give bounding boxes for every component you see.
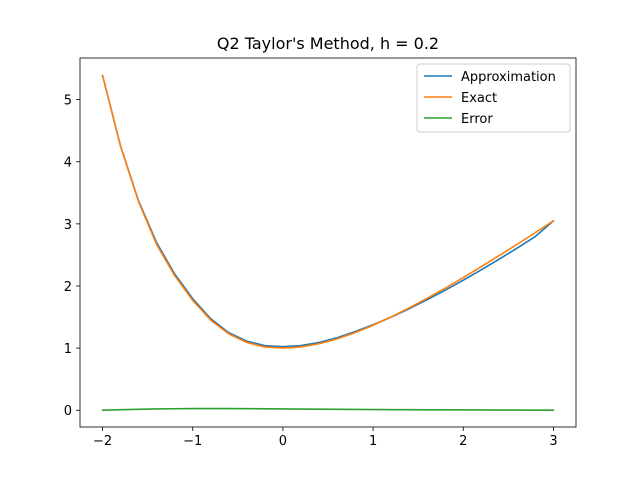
series-group — [101, 74, 555, 412]
x-tick-label: −1 — [183, 434, 202, 449]
legend-box — [416, 63, 571, 133]
x-tick-label: 1 — [369, 434, 377, 449]
legend-label-exact: Exact — [461, 91, 497, 106]
y-tick-label: 5 — [64, 94, 72, 109]
y-tick-label: 2 — [64, 280, 72, 295]
legend-label-approximation: Approximation — [461, 70, 556, 85]
x-tick-label: −2 — [93, 434, 112, 449]
series-line-error — [101, 407, 555, 412]
x-tick-label: 2 — [459, 434, 467, 449]
y-tick-label: 1 — [64, 342, 72, 357]
x-tick-label: 0 — [279, 434, 287, 449]
y-tick-label: 4 — [64, 156, 72, 171]
series-line-approximation — [101, 74, 555, 348]
x-tick-label: 3 — [549, 434, 557, 449]
y-axis: 0 1 2 3 4 5 — [64, 94, 80, 419]
y-tick-label: 0 — [64, 404, 72, 419]
plot-area — [79, 57, 577, 428]
x-axis: −2 −1 0 1 2 3 — [93, 427, 558, 449]
series-line-exact — [101, 74, 555, 349]
legend: Approximation Exact Error — [416, 63, 571, 133]
y-tick-label: 3 — [64, 218, 72, 233]
legend-label-error: Error — [461, 112, 493, 127]
axes-frame — [79, 57, 577, 428]
chart-title: Q2 Taylor's Method, h = 0.2 — [217, 34, 439, 53]
